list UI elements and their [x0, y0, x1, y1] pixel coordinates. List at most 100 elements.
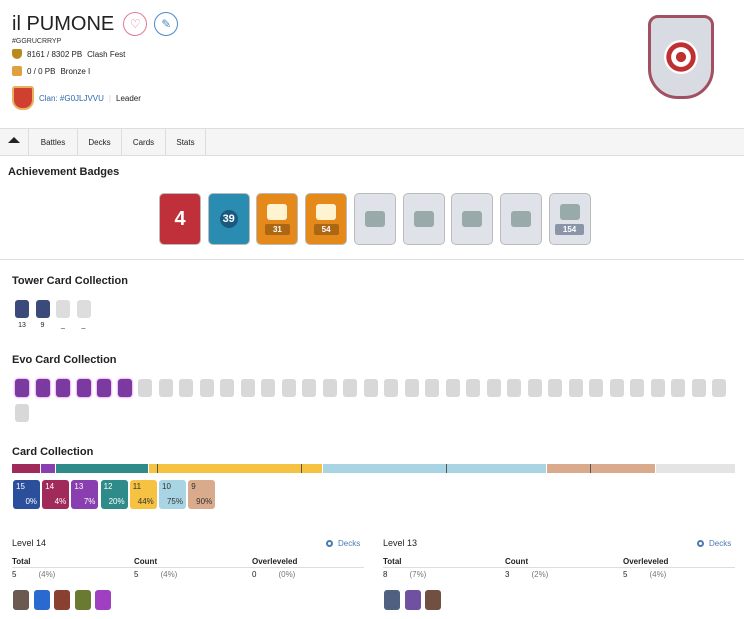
evo-card-locked[interactable]	[609, 379, 624, 397]
card-icon[interactable]	[13, 590, 29, 610]
stat-value: 8	[383, 570, 388, 579]
achievement-badge[interactable]	[499, 193, 542, 245]
badge-value: 39	[219, 210, 238, 228]
stat-cell: 5 (4%)	[623, 568, 735, 579]
evo-card-locked[interactable]	[384, 379, 398, 397]
evo-card-owned[interactable]	[15, 379, 29, 397]
badge-value: 4	[174, 207, 186, 230]
tower-card-level: _	[61, 322, 65, 329]
achievement-badge[interactable]: 39	[207, 193, 250, 245]
tower-card[interactable]	[35, 300, 50, 318]
achievement-badge[interactable]	[353, 193, 396, 245]
level-chip[interactable]: 12 20%	[100, 480, 128, 509]
collection-bar-segment	[56, 464, 148, 473]
evo-card-owned[interactable]	[97, 379, 111, 397]
stat-value: 5	[134, 570, 139, 579]
tab-stats[interactable]: Stats	[166, 129, 206, 155]
level-chip[interactable]: 14 4%	[42, 480, 70, 509]
evo-card-locked[interactable]	[527, 379, 542, 397]
evo-card-locked[interactable]	[261, 379, 275, 397]
clan-link[interactable]: Clan: #G0JLJVVU	[39, 93, 104, 103]
nav-tabs: Battles Decks Cards Stats	[0, 128, 744, 156]
evo-card-locked[interactable]	[363, 379, 378, 397]
tab-home[interactable]	[0, 129, 29, 155]
collection-bar-segment	[656, 464, 735, 473]
achievement-badge[interactable]: 154	[548, 193, 591, 245]
favorite-button[interactable]: ♡	[123, 12, 148, 36]
card-icon[interactable]	[425, 590, 441, 610]
evo-card-locked[interactable]	[179, 379, 193, 397]
level-chip[interactable]: 10 75%	[159, 480, 186, 509]
evo-card-locked[interactable]	[548, 379, 562, 397]
level-chip[interactable]: 15 0%	[13, 480, 40, 509]
tower-card-level: _	[81, 322, 86, 329]
evo-card-locked[interactable]	[650, 379, 665, 397]
evo-card-locked[interactable]	[322, 379, 337, 397]
trophy-icon	[12, 49, 22, 59]
tower-card[interactable]	[76, 300, 91, 318]
collection-bar-segment	[547, 464, 655, 473]
level-chip[interactable]: 11 44%	[129, 480, 157, 509]
evo-card-locked[interactable]	[158, 379, 173, 397]
achievement-badge[interactable]: 4	[159, 193, 201, 245]
evo-card-locked[interactable]	[15, 404, 29, 422]
evo-card-locked[interactable]	[138, 379, 152, 397]
column-header: Total	[383, 557, 505, 568]
stat-cell: 5 (4%)	[12, 568, 134, 579]
league: Clash Fest	[87, 49, 126, 59]
collection-bar-marker	[301, 464, 302, 473]
evo-card-locked[interactable]	[404, 379, 419, 397]
evo-card-locked[interactable]	[281, 379, 296, 397]
stat-cell: 3 (2%)	[505, 568, 623, 579]
evo-card-locked[interactable]	[220, 379, 234, 397]
evo-card-locked[interactable]	[343, 379, 357, 397]
evo-card-locked[interactable]	[589, 379, 603, 397]
evo-card-locked[interactable]	[568, 379, 583, 397]
decks-link[interactable]: Decks	[326, 539, 360, 548]
tower-card-level: 9	[40, 322, 45, 329]
tower-card[interactable]	[15, 300, 29, 318]
evo-card-locked[interactable]	[671, 379, 685, 397]
tab-battles[interactable]: Battles	[29, 129, 78, 155]
card-icon[interactable]	[95, 590, 111, 610]
level-chip[interactable]: 13 7%	[71, 480, 99, 509]
evo-card-locked[interactable]	[466, 379, 480, 397]
stat-cell: 5 (4%)	[134, 568, 252, 579]
evo-card-locked[interactable]	[302, 379, 316, 397]
tab-cards[interactable]: Cards	[122, 129, 166, 155]
achievement-badge[interactable]	[402, 193, 445, 245]
card-icon[interactable]	[404, 590, 421, 610]
evo-card-locked[interactable]	[199, 379, 214, 397]
evo-card-locked[interactable]	[445, 379, 460, 397]
card-icon[interactable]	[384, 590, 400, 610]
evo-card-locked[interactable]	[486, 379, 501, 397]
tower-card[interactable]	[56, 300, 70, 318]
evo-card-locked[interactable]	[425, 379, 439, 397]
tab-decks[interactable]: Decks	[78, 129, 122, 155]
achievement-badge[interactable]	[451, 193, 494, 245]
decks-label: Decks	[338, 539, 361, 548]
player-header: il PUMONE ♡ ✎	[12, 12, 179, 36]
stat-percent: (4%)	[649, 570, 667, 579]
evo-card-locked[interactable]	[691, 379, 706, 397]
evo-card-owned[interactable]	[117, 379, 132, 397]
card-icon[interactable]	[74, 590, 91, 610]
edit-button[interactable]: ✎	[154, 12, 179, 36]
evo-card-owned[interactable]	[56, 379, 70, 397]
evo-card-locked[interactable]	[712, 379, 726, 397]
achievement-badge[interactable]: 31	[256, 193, 299, 245]
evo-card-locked[interactable]	[240, 379, 255, 397]
evo-card-owned[interactable]	[76, 379, 91, 397]
evo-card-locked[interactable]	[630, 379, 644, 397]
evo-card-owned[interactable]	[35, 379, 50, 397]
badge-icon	[462, 211, 483, 227]
ranked-icon	[12, 66, 22, 76]
card-icon[interactable]	[54, 590, 70, 610]
badge-icon	[364, 211, 385, 227]
badge-icon	[559, 203, 580, 220]
evo-card-locked[interactable]	[507, 379, 521, 397]
achievement-badge[interactable]: 54	[305, 193, 348, 245]
level-chip[interactable]: 9 90%	[188, 480, 216, 509]
card-icon[interactable]	[33, 590, 50, 610]
decks-link[interactable]: Decks	[697, 539, 731, 548]
